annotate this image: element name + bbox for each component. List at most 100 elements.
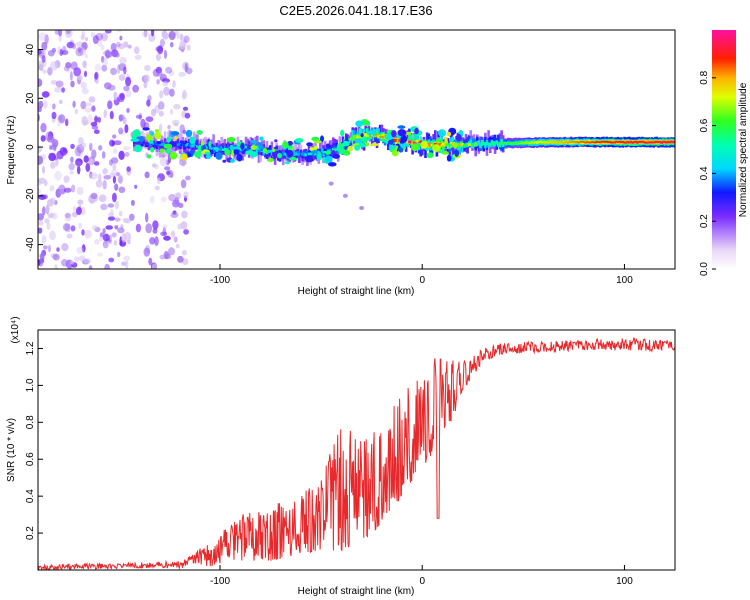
colorbar-tick-label: 0.2 xyxy=(699,214,710,228)
signal-cell xyxy=(645,141,649,144)
signal-cell xyxy=(527,142,531,145)
signal-cell xyxy=(487,142,490,145)
noise-speckle xyxy=(123,41,129,48)
signal-cell xyxy=(254,145,257,156)
noise-speckle xyxy=(47,49,55,57)
signal-blob xyxy=(259,136,264,141)
signal-cell xyxy=(323,151,327,154)
signal-blob xyxy=(320,135,324,143)
noise-speckle xyxy=(186,44,191,51)
noise-speckle xyxy=(50,161,56,169)
noise-speckle xyxy=(68,162,75,171)
signal-cell xyxy=(205,144,209,149)
noise-speckle xyxy=(144,74,150,83)
signal-cell xyxy=(647,141,651,144)
signal-cell xyxy=(408,134,411,144)
signal-cell xyxy=(212,147,215,153)
signal-cell xyxy=(558,141,562,144)
signal-cell xyxy=(537,141,541,143)
signal-cell xyxy=(471,142,474,145)
signal-cell xyxy=(634,140,638,143)
signal-blob xyxy=(166,136,172,143)
snr-axes: -100 0 100 0.2 0.4 0.6 0.8 1.0 1.2 xyxy=(25,341,633,587)
signal-cell xyxy=(260,147,264,151)
noise-speckle xyxy=(144,64,151,72)
signal-cell xyxy=(548,141,552,144)
noise-speckle xyxy=(118,150,125,160)
signal-cell xyxy=(603,140,607,143)
signal-blob xyxy=(432,144,441,153)
noise-speckle xyxy=(160,231,168,237)
signal-cell xyxy=(322,149,325,164)
noise-speckle xyxy=(103,109,107,119)
signal-cell xyxy=(542,141,545,144)
signal-cell xyxy=(493,134,497,146)
signal-cell xyxy=(448,143,452,147)
noise-speckle xyxy=(149,195,155,204)
noise-speckle xyxy=(66,233,73,239)
signal-cell xyxy=(158,140,162,152)
noise-speckle xyxy=(62,223,71,232)
signal-cell xyxy=(367,133,371,137)
noise-speckle xyxy=(108,212,114,217)
noise-speckle xyxy=(134,46,140,55)
spectrogram-y-axis-label: Frequency (Hz) xyxy=(6,116,17,185)
signal-cell xyxy=(516,142,520,145)
signal-cell xyxy=(524,141,528,144)
noise-speckle xyxy=(134,54,142,60)
signal-cell xyxy=(430,140,434,147)
signal-cell xyxy=(256,146,259,153)
signal-cell xyxy=(443,143,447,147)
signal-blob xyxy=(360,133,364,138)
colorbar-gradient xyxy=(712,30,736,269)
signal-cell xyxy=(485,141,489,150)
signal-cell xyxy=(370,133,374,137)
signal-cell xyxy=(467,143,471,146)
signal-cell xyxy=(238,147,241,153)
signal-cell xyxy=(654,141,657,143)
spectrogram-y-tick-label: -20 xyxy=(25,188,36,203)
noise-speckle xyxy=(105,225,113,230)
signal-blob xyxy=(398,147,404,153)
signal-cell xyxy=(427,143,431,146)
signal-cell xyxy=(628,141,631,144)
signal-cell xyxy=(485,139,489,145)
signal-cell xyxy=(498,133,502,148)
signal-cell xyxy=(670,140,673,143)
signal-blob xyxy=(441,151,449,155)
signal-cell xyxy=(600,140,604,143)
noise-speckle xyxy=(141,31,149,37)
noise-speckle xyxy=(102,57,109,67)
signal-blob xyxy=(438,129,446,137)
noise-speckle xyxy=(155,46,164,52)
signal-cell xyxy=(446,143,450,147)
signal-blob xyxy=(230,158,235,163)
signal-cell xyxy=(500,142,503,145)
signal-cell xyxy=(398,139,401,142)
noise-speckle xyxy=(165,66,173,74)
colorbar-tick-label: 0.6 xyxy=(699,118,710,132)
noise-speckle xyxy=(112,134,117,139)
noise-speckle xyxy=(177,223,183,230)
noise-speckle xyxy=(145,212,149,223)
signal-blob xyxy=(384,133,394,140)
noise-speckle xyxy=(184,112,191,119)
noise-speckle xyxy=(80,81,87,89)
noise-speckle xyxy=(73,256,80,262)
signal-cell xyxy=(186,142,189,146)
noise-speckle xyxy=(171,230,175,238)
signal-cell xyxy=(383,128,387,141)
noise-speckle xyxy=(177,202,184,208)
noise-speckle xyxy=(41,91,50,98)
noise-speckle xyxy=(183,35,190,43)
signal-cell xyxy=(582,141,586,143)
signal-blob xyxy=(171,131,180,136)
noise-speckle xyxy=(38,60,44,71)
noise-speckle xyxy=(69,71,73,81)
signal-cell xyxy=(341,136,345,148)
noise-speckle xyxy=(127,44,132,49)
signal-cell xyxy=(228,148,232,151)
signal-cell xyxy=(209,146,212,150)
noise-speckle xyxy=(138,112,143,121)
signal-cell xyxy=(283,153,287,159)
